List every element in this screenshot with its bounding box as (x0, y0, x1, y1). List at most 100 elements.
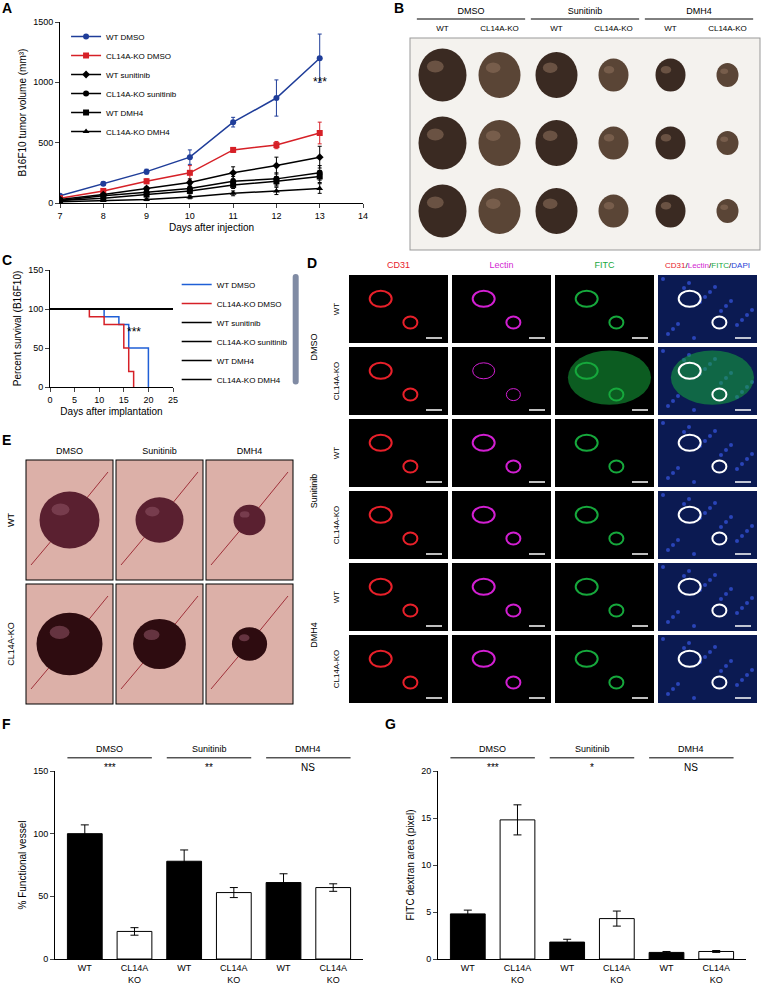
svg-text:Sunitinib: Sunitinib (142, 446, 177, 456)
svg-text:Percent survival (B16F10): Percent survival (B16F10) (12, 271, 23, 387)
svg-text:CL14A-KO DMH4: CL14A-KO DMH4 (106, 128, 170, 137)
svg-text:CL14A-KO DMSO: CL14A-KO DMSO (106, 52, 171, 61)
svg-text:CL14A-KO: CL14A-KO (332, 506, 341, 545)
svg-text:DMH4: DMH4 (686, 6, 712, 16)
svg-text:***: *** (127, 325, 141, 339)
svg-text:CL14AKO: CL14AKO (702, 963, 730, 985)
svg-text:CD31/Lectin/FITC/DAPI: CD31/Lectin/FITC/DAPI (665, 261, 750, 270)
svg-text:WT: WT (177, 963, 191, 973)
svg-text:WT sunitinib: WT sunitinib (217, 319, 261, 328)
svg-text:20: 20 (143, 395, 153, 405)
svg-text:100: 100 (33, 829, 48, 839)
svg-text:WT sunitinib: WT sunitinib (106, 71, 150, 80)
svg-text:***: *** (487, 762, 499, 773)
svg-text:WT: WT (461, 963, 475, 973)
svg-text:5: 5 (72, 395, 77, 405)
svg-text:WT: WT (560, 963, 574, 973)
svg-text:WT: WT (660, 963, 674, 973)
svg-text:CL14AKO: CL14AKO (603, 963, 631, 985)
svg-text:10: 10 (94, 395, 104, 405)
svg-text:CL14A-KO DMSO: CL14A-KO DMSO (217, 300, 282, 309)
svg-text:WT: WT (664, 24, 677, 33)
svg-text:CL14A-KO: CL14A-KO (594, 24, 633, 33)
svg-text:WT: WT (332, 447, 341, 460)
svg-text:CL14A-KO sunitinib: CL14A-KO sunitinib (217, 338, 288, 347)
svg-text:150: 150 (28, 265, 43, 275)
svg-text:15: 15 (119, 395, 129, 405)
svg-text:% Functional vessel: % Functional vessel (17, 821, 28, 910)
svg-text:DMSO: DMSO (56, 446, 83, 456)
svg-text:WT: WT (78, 963, 92, 973)
svg-text:Sunitinib: Sunitinib (192, 744, 227, 754)
svg-text:WT DMSO: WT DMSO (217, 281, 256, 290)
svg-text:1500: 1500 (33, 17, 53, 27)
svg-text:11: 11 (228, 211, 237, 221)
svg-text:CL14A-KO sunitinib: CL14A-KO sunitinib (106, 90, 177, 99)
svg-text:Lectin: Lectin (489, 260, 513, 270)
svg-text:0: 0 (48, 198, 53, 208)
svg-text:WT: WT (436, 24, 449, 33)
svg-text:CL14AKO: CL14AKO (220, 963, 248, 985)
svg-text:DMSO: DMSO (458, 6, 485, 16)
svg-text:CL14A-KO: CL14A-KO (708, 24, 747, 33)
svg-text:WT DMH4: WT DMH4 (217, 357, 255, 366)
svg-text:FITC dextran area (pixel): FITC dextran area (pixel) (405, 809, 416, 920)
svg-text:NS: NS (684, 762, 698, 773)
svg-text:WT: WT (332, 591, 341, 604)
svg-text:DMH4: DMH4 (237, 446, 263, 456)
svg-text:**: ** (205, 762, 213, 773)
svg-text:12: 12 (271, 211, 281, 221)
svg-text:CL14A-KO: CL14A-KO (6, 622, 16, 666)
svg-text:CL14A-KO DMH4: CL14A-KO DMH4 (217, 376, 281, 385)
svg-text:CL14AKO: CL14AKO (504, 963, 532, 985)
svg-text:Sunitinib: Sunitinib (309, 474, 319, 509)
svg-text:CL14A-KO: CL14A-KO (332, 650, 341, 689)
svg-text:Days after implantation: Days after implantation (60, 406, 162, 417)
svg-text:***: *** (313, 75, 327, 89)
svg-text:Days after injection: Days after injection (169, 222, 254, 233)
svg-text:WT DMH4: WT DMH4 (106, 109, 144, 118)
svg-text:1000: 1000 (33, 77, 53, 87)
svg-text:500: 500 (38, 138, 53, 148)
svg-text:DMSO: DMSO (96, 744, 123, 754)
svg-text:100: 100 (28, 304, 43, 314)
svg-text:WT DMSO: WT DMSO (106, 33, 145, 42)
svg-text:50: 50 (33, 343, 43, 353)
svg-text:*: * (590, 762, 594, 773)
svg-text:14: 14 (358, 211, 368, 221)
svg-text:Sunitinib: Sunitinib (575, 744, 610, 754)
svg-text:CL14A-KO: CL14A-KO (332, 362, 341, 401)
svg-text:DMH4: DMH4 (309, 622, 319, 648)
svg-text:DMH4: DMH4 (678, 744, 704, 754)
svg-text:DMSO: DMSO (309, 334, 319, 361)
svg-text:CL14AKO: CL14AKO (319, 963, 347, 985)
svg-text:0: 0 (43, 954, 48, 964)
svg-text:150: 150 (33, 766, 48, 776)
svg-text:7: 7 (57, 211, 62, 221)
svg-text:20: 20 (421, 766, 431, 776)
svg-text:0: 0 (47, 395, 52, 405)
svg-text:DMH4: DMH4 (295, 744, 321, 754)
svg-text:5: 5 (426, 907, 431, 917)
svg-text:CL14AKO: CL14AKO (121, 963, 149, 985)
svg-text:15: 15 (421, 813, 431, 823)
svg-text:WT: WT (550, 24, 563, 33)
svg-text:0: 0 (38, 382, 43, 392)
svg-text:DMSO: DMSO (479, 744, 506, 754)
svg-text:8: 8 (101, 211, 106, 221)
svg-text:CL14A-KO: CL14A-KO (480, 24, 519, 33)
svg-text:9: 9 (144, 211, 149, 221)
svg-text:10: 10 (185, 211, 195, 221)
svg-text:***: *** (104, 762, 116, 773)
svg-text:10: 10 (421, 860, 431, 870)
svg-text:50: 50 (38, 891, 48, 901)
svg-text:WT: WT (6, 513, 16, 527)
svg-text:WT: WT (277, 963, 291, 973)
svg-text:25: 25 (168, 395, 178, 405)
svg-text:0: 0 (426, 954, 431, 964)
svg-text:B16F10 tumor volume (mm³): B16F10 tumor volume (mm³) (17, 49, 28, 177)
svg-text:13: 13 (315, 211, 325, 221)
svg-text:Sunitinib: Sunitinib (568, 6, 603, 16)
svg-text:CD31: CD31 (387, 260, 410, 270)
svg-text:FITC: FITC (595, 260, 615, 270)
